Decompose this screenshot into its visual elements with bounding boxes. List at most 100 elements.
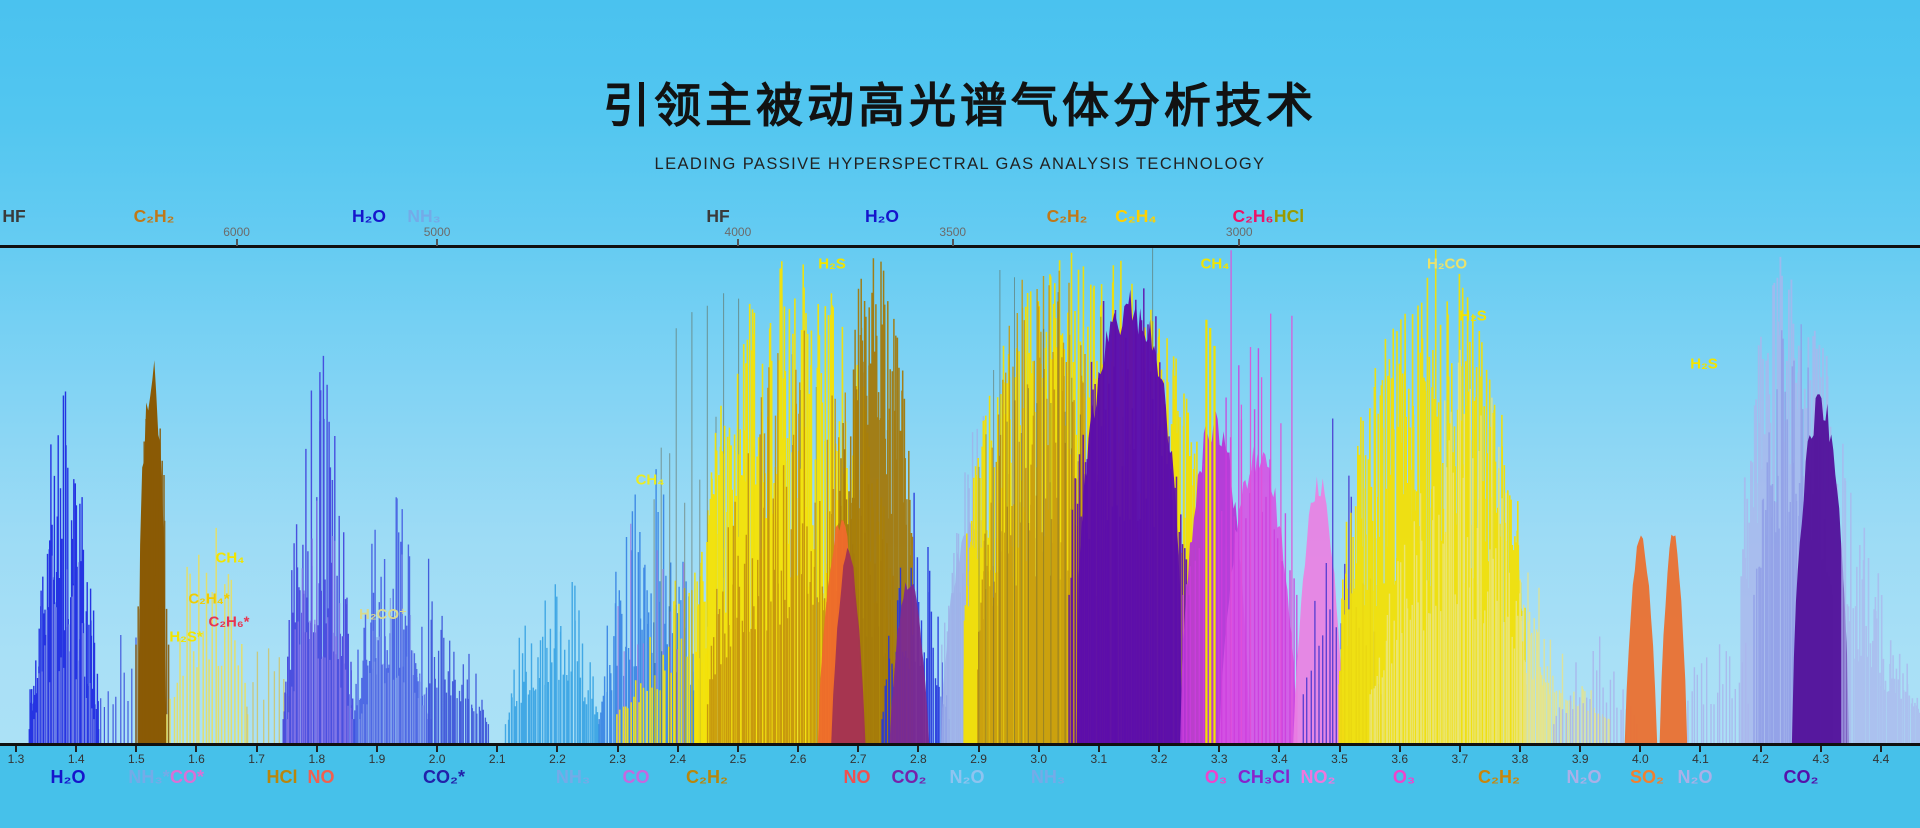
- top-axis-line: [0, 245, 1920, 248]
- top-axis-tick: [736, 239, 739, 246]
- bottom-axis-tick: [857, 746, 860, 752]
- bottom-gas-label: H₂O: [50, 767, 86, 787]
- bottom-gas-label: N₂O: [1566, 767, 1602, 787]
- bottom-axis-tick-label: 2.1: [488, 752, 506, 766]
- bottom-axis-tick-label: 2.6: [789, 752, 807, 766]
- bottom-axis-tick-label: 1.4: [67, 752, 85, 766]
- bottom-axis-tick-label: 3.0: [1030, 752, 1048, 766]
- spectral-band: [1293, 476, 1345, 744]
- bottom-axis-tick-label: 4.0: [1631, 752, 1649, 766]
- bottom-axis-tick-label: 2.8: [910, 752, 927, 766]
- bottom-axis-tick-label: 3.4: [1271, 752, 1288, 766]
- bottom-axis-tick-label: 2.4: [669, 752, 687, 766]
- bottom-axis-tick-label: 1.7: [248, 752, 265, 766]
- spectral-band: [100, 635, 137, 744]
- plot-annotation: H₂CO: [1427, 255, 1467, 273]
- spectral-band: [1369, 349, 1550, 744]
- bottom-gas-label: NH₃: [555, 767, 591, 787]
- top-gas-label: HF: [706, 206, 730, 226]
- top-gas-label: HCl: [1273, 206, 1305, 226]
- spectral-band: [166, 527, 249, 744]
- plot-annotation: CH₄: [215, 549, 245, 567]
- top-axis-tick-label: 6000: [223, 225, 250, 239]
- bottom-axis-tick: [1579, 746, 1582, 752]
- bottom-axis-tick: [676, 746, 679, 752]
- plot-annotation: H₂S: [1459, 307, 1487, 325]
- bottom-gas-label: N₂O: [1677, 767, 1713, 787]
- bottom-axis-tick: [797, 746, 800, 752]
- bottom-axis-tick: [1699, 746, 1702, 752]
- spectral-band: [831, 547, 866, 744]
- bottom-axis-tick: [977, 746, 980, 752]
- bottom-axis-tick-label: 3.7: [1451, 752, 1469, 766]
- bottom-axis-tick-label: 3.8: [1511, 752, 1529, 766]
- bottom-axis-tick-label: 1.5: [127, 752, 145, 766]
- spectral-band: [1791, 394, 1850, 744]
- bottom-axis-tick-label: 1.6: [188, 752, 205, 766]
- spectral-band: [1841, 443, 1920, 744]
- bottom-gas-label: CO: [622, 767, 650, 787]
- bottom-axis-tick: [556, 746, 559, 752]
- spectral-band: [1068, 288, 1191, 744]
- spectral-band: [358, 554, 432, 744]
- top-gas-label: C₂H₂: [133, 206, 175, 226]
- bottom-axis-tick: [1278, 746, 1281, 752]
- spectral-band: [504, 582, 600, 744]
- bottom-axis-tick: [1879, 746, 1882, 752]
- spectral-band: [427, 558, 490, 744]
- top-gas-label: NH₃: [407, 206, 441, 226]
- bottom-axis-tick: [375, 746, 378, 752]
- bottom-axis-tick: [1759, 746, 1762, 752]
- bottom-axis-tick: [917, 746, 920, 752]
- spectral-band: [1230, 250, 1293, 744]
- spectral-band: [135, 419, 170, 744]
- bottom-axis-tick-label: 1.8: [308, 752, 326, 766]
- bottom-axis-tick: [616, 746, 619, 752]
- bottom-gas-label: CH₃Cl: [1237, 767, 1291, 787]
- top-axis-tick-label: 3000: [1225, 225, 1253, 239]
- spectral-band: [1624, 535, 1658, 744]
- top-axis-tick: [1238, 239, 1241, 246]
- bottom-axis-tick-label: 3.1: [1090, 752, 1108, 766]
- bottom-axis-tick-label: 4.1: [1692, 752, 1709, 766]
- bottom-axis-tick: [1398, 746, 1401, 752]
- top-gas-label: H₂O: [351, 206, 387, 226]
- spectral-band: [1687, 642, 1749, 744]
- bottom-axis-tick-label: 3.5: [1331, 752, 1348, 766]
- spectral-band: [33, 555, 95, 744]
- bottom-gas-label: CO₂*: [422, 767, 466, 787]
- top-gas-label: C₂H₆: [1232, 206, 1274, 226]
- bottom-axis-tick: [15, 746, 17, 752]
- bottom-axis-tick-label: 2.7: [849, 752, 867, 766]
- spectral-band: [889, 582, 930, 744]
- bottom-gas-label: HCl: [266, 767, 298, 787]
- bottom-axis-tick-label: 2.9: [970, 752, 987, 766]
- bottom-axis-tick: [436, 746, 439, 752]
- bottom-gas-label: CO₂: [891, 767, 927, 787]
- bottom-axis-tick-label: 1.9: [368, 752, 386, 766]
- bottom-axis-tick: [255, 746, 258, 752]
- plot-annotation: C₂H₆*: [208, 613, 250, 631]
- plot-annotation: C₂H₄*: [188, 590, 230, 608]
- top-gas-label: HF: [2, 206, 26, 226]
- bottom-gas-label: CO₂: [1783, 767, 1819, 787]
- top-axis-tick-label: 4000: [724, 225, 752, 239]
- bottom-axis-tick: [1158, 746, 1161, 752]
- bottom-axis-tick-label: 2.2: [549, 752, 566, 766]
- top-axis-tick: [436, 239, 439, 246]
- bottom-axis-tick-label: 3.6: [1391, 752, 1409, 766]
- top-gas-label: C₂H₂: [1046, 206, 1088, 226]
- page-title: 引领主被动高光谱气体分析技术: [603, 79, 1317, 132]
- bottom-axis-tick-label: 2.5: [729, 752, 747, 766]
- plot-annotation: H₂S*: [169, 628, 203, 646]
- bottom-axis-tick: [195, 746, 198, 752]
- bottom-axis-tick: [1639, 746, 1642, 752]
- bottom-axis-tick: [1097, 746, 1100, 752]
- top-axis-tick-label: 3500: [939, 225, 967, 239]
- spectral-band: [1659, 534, 1688, 744]
- plot-annotation: CH₄: [635, 471, 665, 489]
- bottom-axis-tick-label: 4.2: [1752, 752, 1769, 766]
